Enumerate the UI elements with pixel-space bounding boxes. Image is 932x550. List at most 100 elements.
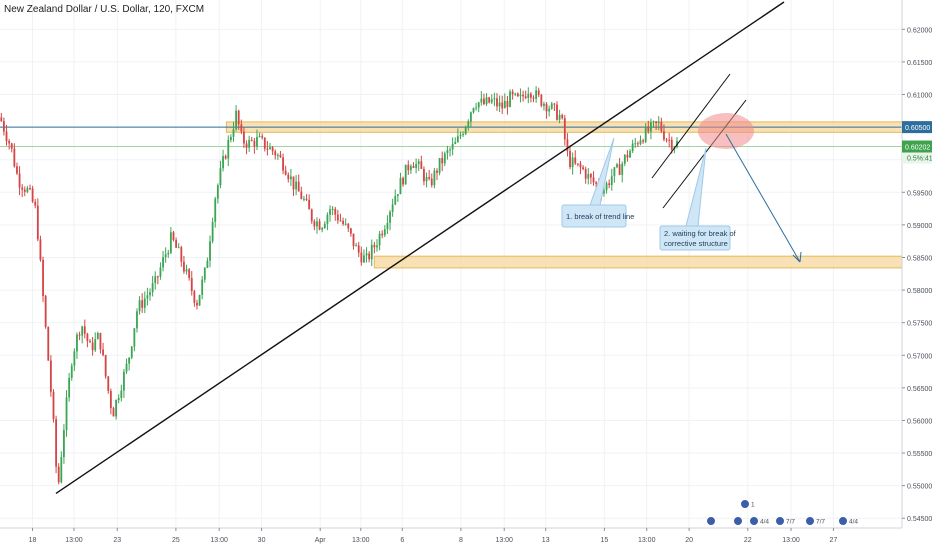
price-tick-label: 0.56000 [907,418,932,425]
time-tick-label: 13:00 [65,537,83,544]
candle-body [198,294,201,306]
candle-body [576,163,579,165]
candle-body [529,93,532,98]
candle-body [23,189,26,192]
candle-body [616,164,618,168]
candle-body [289,176,292,180]
candle-body [18,173,21,188]
candle-body [657,121,660,124]
candle-body [329,209,331,215]
candle-body [224,156,227,159]
trend-line [55,1,785,495]
candle-body [352,233,355,247]
candle-body [663,131,665,140]
candle-body [91,342,94,351]
candle-body [589,174,592,178]
candle-body [29,188,31,190]
candle-body [99,332,102,350]
event-flag-label: 7/7 [816,519,825,526]
candle-body [287,174,290,180]
candle-body [63,430,65,458]
candle-body [175,239,178,248]
candle-body [188,269,191,279]
candle-body [323,223,326,229]
candle-body [631,143,634,152]
candle-body [488,97,491,103]
candle-body [493,98,496,100]
candle-body [344,223,347,225]
time-tick-label: 13:00 [352,537,370,544]
candle-body [595,182,598,184]
event-flag-label: 1 [751,502,755,509]
candle-body [235,110,238,130]
candle-body [149,292,151,296]
candle-body [308,199,311,210]
candle-body [112,408,115,417]
countdown-badge [902,152,932,164]
candle-body [652,121,655,123]
candle-body [133,328,136,347]
candle-body [454,141,457,144]
time-tick-label: 13:00 [782,537,800,544]
candle-body [13,148,16,167]
current-price-badge [902,140,932,153]
time-tick-label: 22 [744,537,752,544]
candle-body [592,177,595,183]
candle-body [183,261,185,272]
candle-body [342,220,344,225]
candle-body [582,167,584,170]
candle-body [436,170,438,173]
candle-body [292,176,295,190]
candle-body [125,363,128,372]
candle-body [610,176,613,186]
candle-body [284,170,287,175]
candle-body [409,166,412,171]
candle-body [162,257,164,268]
candle-body [415,163,418,168]
candle-body [336,214,339,221]
candle-body [644,126,647,142]
candle-body [420,161,423,169]
candle-body [109,390,112,409]
candle-body [243,131,245,144]
candle-body [141,300,144,308]
candle-body [206,260,209,268]
candle-body [574,157,577,164]
candle-body [569,151,571,168]
candle-body [446,150,449,154]
candle-body [524,96,527,98]
drawings: 1. break of trend line 2. waiting for bre… [55,1,802,495]
candle-body [203,267,206,280]
candle-body [68,377,71,398]
candle-body [503,101,506,109]
time-tick-label: 6 [400,537,404,544]
candle-body [467,121,470,127]
time-tick-label: Apr [315,537,327,544]
candle-body [266,148,269,150]
candle-body [42,259,44,296]
candle-body [647,126,650,132]
candle-body [480,98,483,103]
candle-body [391,204,394,212]
candle-body [430,178,433,186]
candle-body [305,198,308,200]
candle-body [621,163,624,175]
callout-text-2: 2. waiting for break of [664,229,737,238]
event-flag-icon [733,516,743,526]
candle-body [462,134,464,136]
candle-body [425,177,428,182]
callout-box-2 [659,225,731,251]
candle-body [441,158,444,164]
time-tick-label: 13 [542,537,550,544]
candle-body [209,241,211,261]
candle-body [451,143,454,150]
chart-title: New Zealand Dollar / U.S. Dollar, 120, F… [4,4,205,15]
candle-body [412,166,415,168]
candle-body [532,97,535,99]
candle-body [639,140,642,145]
candle-body [120,390,123,399]
candle-body [89,341,91,343]
target-circle [698,113,754,149]
candle-body [146,295,149,299]
